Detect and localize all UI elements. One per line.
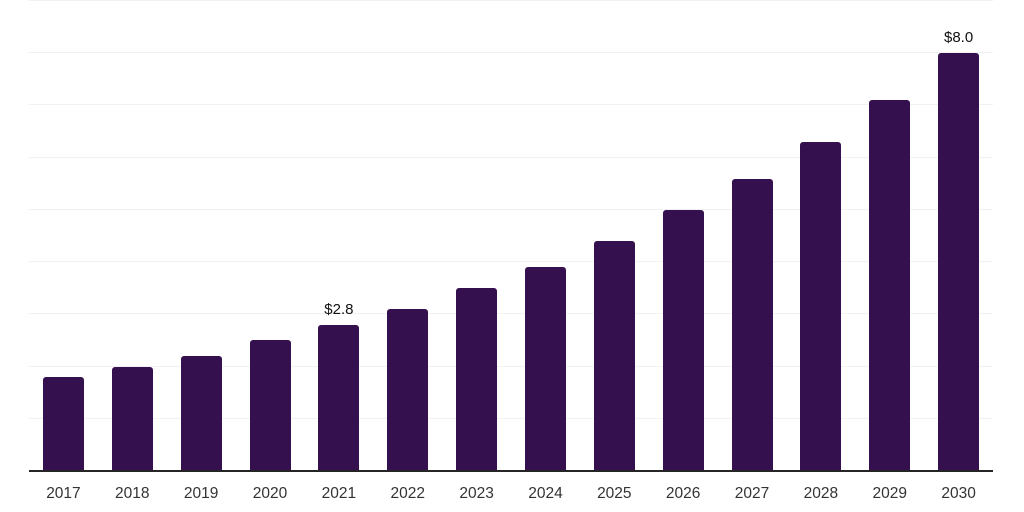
bar-2018 — [111, 366, 153, 471]
bar-2025 — [593, 241, 635, 471]
bar-column-2018 — [98, 1, 167, 471]
x-tick-label-2026: 2026 — [665, 485, 701, 502]
x-tick-label-2030: 2030 — [941, 485, 976, 502]
bar-2028 — [800, 142, 842, 471]
gridline-9 — [29, 0, 993, 1]
x-tick-label-2022: 2022 — [390, 485, 425, 502]
gridline-6 — [29, 156, 993, 158]
x-axis-line — [29, 470, 993, 472]
bar-column-2022 — [373, 1, 442, 471]
bar-2030 — [938, 53, 980, 471]
x-tick-label-2029: 2029 — [872, 485, 907, 502]
bar-2026 — [662, 209, 704, 471]
x-tick-label-2021: 2021 — [321, 485, 357, 502]
x-tick-label-2027: 2027 — [734, 485, 770, 502]
bar-column-2030: $8.0 — [924, 1, 993, 471]
x-tick-label-2017: 2017 — [46, 485, 81, 502]
bar-column-2028 — [786, 1, 855, 471]
bar-column-2019 — [167, 1, 236, 471]
x-tick-label-2028: 2028 — [803, 485, 839, 502]
x-axis-tick-labels: 2017 2018 2019 2020 2021 2022 2023 2024 2025 2026… — [29, 472, 993, 502]
gridline-7 — [29, 104, 993, 106]
bar-value-label-2030: $8.0 — [943, 29, 974, 47]
bar-2021 — [318, 324, 360, 471]
gridline-4 — [29, 261, 993, 263]
gridline-3 — [29, 313, 993, 315]
gridline-2 — [29, 365, 993, 367]
bar-2020 — [249, 340, 291, 471]
plot-area: $2.8 $8.0 — [29, 0, 993, 472]
bar-2019 — [180, 356, 222, 471]
bar-column-2021: $2.8 — [304, 1, 373, 471]
bar-column-2017 — [29, 1, 98, 471]
bar-2017 — [42, 377, 84, 471]
bar-column-2020 — [236, 1, 305, 471]
bar-2022 — [387, 309, 429, 471]
x-tick-label-2025: 2025 — [597, 485, 632, 502]
gridline-1 — [29, 417, 993, 419]
x-tick-label-2020: 2020 — [252, 485, 288, 502]
gridline-5 — [29, 208, 993, 210]
bar-2024 — [524, 267, 566, 471]
x-tick-label-2019: 2019 — [183, 485, 219, 502]
bar-2027 — [731, 178, 773, 471]
bars: $2.8 $8.0 — [29, 1, 993, 471]
bar-column-2029 — [855, 1, 924, 471]
x-tick-label-2024: 2024 — [528, 485, 563, 502]
bar-column-2025 — [580, 1, 649, 471]
bar-column-2023 — [442, 1, 511, 471]
x-tick-label-2023: 2023 — [459, 485, 494, 502]
bar-2023 — [456, 288, 498, 471]
bar-2029 — [869, 100, 911, 471]
bar-column-2026 — [649, 1, 718, 471]
bar-column-2024 — [511, 1, 580, 471]
bar-column-2027 — [718, 1, 787, 471]
bar-value-label-2021: $2.8 — [324, 300, 354, 318]
gridline-8 — [29, 52, 993, 54]
x-tick-label-2018: 2018 — [115, 485, 150, 502]
